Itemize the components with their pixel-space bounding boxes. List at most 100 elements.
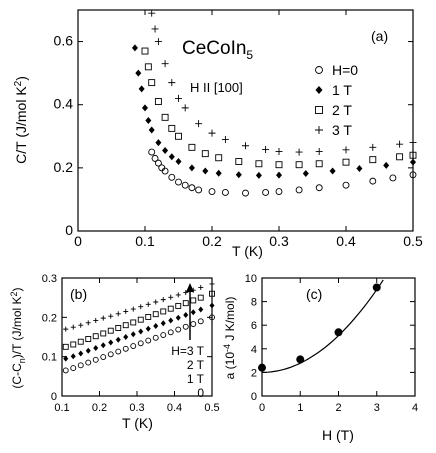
x-axis-label-b: T (K) xyxy=(122,415,153,431)
data-point xyxy=(130,343,137,349)
data-point xyxy=(235,171,242,179)
x-tick-label: 0.1 xyxy=(135,233,155,249)
data-point xyxy=(151,154,159,162)
panel-c: 0 1 2 3 4 0 2 4 6 8 10 (c) H (T) a (10-4 J K/mol) xyxy=(222,273,418,443)
data-point xyxy=(181,181,189,189)
data-point xyxy=(369,143,377,151)
data-point xyxy=(342,181,350,189)
legend-label: 1 T xyxy=(187,372,205,386)
plot-frame-c xyxy=(261,277,416,397)
data-point xyxy=(93,345,99,352)
legend-marker xyxy=(315,126,323,134)
data-point xyxy=(168,153,175,161)
data-point xyxy=(197,294,204,301)
data-point xyxy=(141,47,149,55)
data-point xyxy=(188,143,196,151)
data-point xyxy=(295,161,303,169)
data-point xyxy=(183,290,189,296)
data-point xyxy=(167,305,174,312)
data-point xyxy=(93,317,99,323)
data-point xyxy=(137,340,144,347)
x-tick-label: 3 xyxy=(374,402,380,414)
data-point xyxy=(197,318,204,325)
data-point xyxy=(242,142,249,150)
data-point xyxy=(198,306,204,313)
y-tick-label: 4 xyxy=(251,344,257,356)
data-point xyxy=(123,308,129,314)
compound-label: CeCoIn5 xyxy=(182,38,253,62)
data-point xyxy=(145,301,151,307)
data-point xyxy=(144,63,152,71)
field-arrow-head xyxy=(186,283,194,292)
y-tick-label: 0.1 xyxy=(42,352,57,364)
data-point xyxy=(77,362,84,369)
legend-marker xyxy=(315,86,323,94)
data-point xyxy=(161,113,169,121)
data-point xyxy=(276,171,282,179)
data-point xyxy=(63,326,69,332)
data-point xyxy=(181,104,189,112)
data-point xyxy=(85,359,92,366)
data-point xyxy=(295,186,303,194)
legend-label: 2 T xyxy=(332,102,352,118)
data-point xyxy=(145,117,152,124)
data-point xyxy=(175,158,182,166)
data-point xyxy=(138,304,144,310)
data-point xyxy=(160,332,167,338)
data-point xyxy=(296,355,305,364)
data-point xyxy=(100,354,107,361)
data-point xyxy=(262,189,270,196)
y-tick-label: 10 xyxy=(245,273,257,285)
data-point xyxy=(209,290,215,297)
panel-label-a: (a) xyxy=(371,28,388,44)
y-axis-label-a: C/T (J/mol K2) xyxy=(13,76,29,164)
data-point xyxy=(190,321,197,327)
data-point xyxy=(396,140,404,148)
x-tick-label: 1 xyxy=(297,402,303,414)
data-point xyxy=(202,167,209,175)
data-point xyxy=(100,342,106,349)
data-point xyxy=(115,311,121,317)
y-axis-label-c: a (10-4 J K/mol) xyxy=(222,297,237,380)
data-point xyxy=(161,60,169,68)
data-point xyxy=(92,356,99,363)
data-point xyxy=(295,148,303,156)
x-tick-label: 2 xyxy=(335,402,341,414)
data-point xyxy=(389,174,397,182)
data-point xyxy=(162,146,169,154)
data-point xyxy=(190,309,196,316)
data-point xyxy=(148,126,155,134)
data-point xyxy=(92,333,99,340)
data-point xyxy=(275,161,283,169)
data-point xyxy=(209,314,215,321)
data-point xyxy=(155,139,162,147)
legend-label: H=0 xyxy=(332,62,358,78)
data-point xyxy=(167,329,174,336)
field-direction-label: H II [100] xyxy=(190,80,243,95)
data-point xyxy=(369,177,377,185)
data-point xyxy=(242,189,249,197)
data-point xyxy=(235,158,243,165)
data-point xyxy=(161,167,169,175)
fit-curve-c xyxy=(261,279,384,373)
data-point xyxy=(137,316,144,323)
data-point xyxy=(209,281,215,287)
data-point xyxy=(221,189,229,196)
data-point xyxy=(62,367,69,374)
data-point xyxy=(258,363,266,372)
data-point xyxy=(168,124,176,132)
y-tick-label: 0.2 xyxy=(54,159,74,175)
data-point xyxy=(168,173,176,181)
data-point xyxy=(275,147,283,155)
data-point xyxy=(221,135,229,143)
legend-label: 1 T xyxy=(332,82,352,98)
x-tick-label: 0.1 xyxy=(54,402,69,414)
data-point xyxy=(369,156,377,164)
data-point xyxy=(70,353,76,360)
legend-a: H=0 1 T 2 T 3 T xyxy=(315,62,358,138)
data-point xyxy=(145,313,152,320)
data-point xyxy=(183,311,189,318)
y-tick-label: 0.6 xyxy=(54,33,74,49)
data-point xyxy=(77,338,84,345)
data-point xyxy=(154,159,162,167)
